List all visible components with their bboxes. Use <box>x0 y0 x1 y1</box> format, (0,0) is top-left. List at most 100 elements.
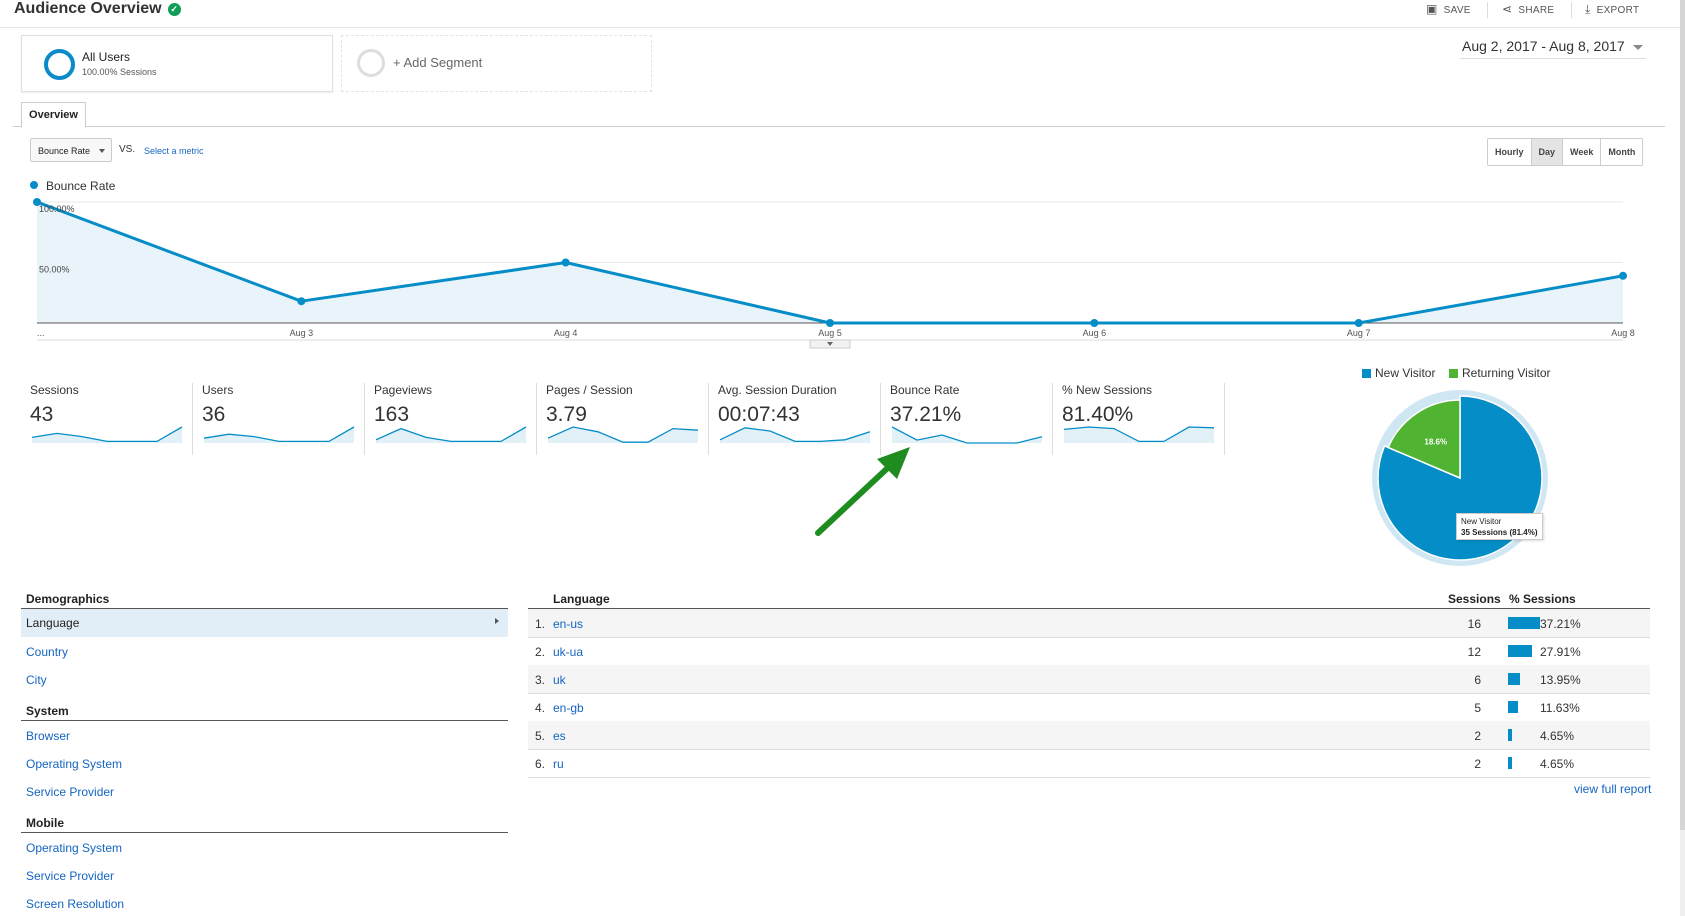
add-segment-label: + Add Segment <box>393 55 483 70</box>
metric-sessions[interactable]: Sessions 43 <box>30 383 200 455</box>
nav-item-operating-system[interactable]: Operating System <box>26 757 123 771</box>
tab-bar-line <box>13 126 1665 127</box>
select-metric-link[interactable]: Select a metric <box>144 146 204 156</box>
y-tick-label: 100.00% <box>39 204 75 214</box>
share-label: SHARE <box>1518 5 1555 16</box>
x-tick-label: Aug 5 <box>818 328 842 338</box>
save-label: SAVE <box>1443 5 1471 16</box>
pie-slice-label: 18.6% <box>1424 437 1447 446</box>
nav-item-service-provider[interactable]: Service Provider <box>26 785 115 799</box>
sparkline-line <box>32 426 183 443</box>
row-number: 5. <box>535 729 546 743</box>
metric-value: 81.40% <box>1062 403 1134 426</box>
save-button[interactable]: ▣ SAVE <box>1426 2 1471 16</box>
row-language-link[interactable]: en-us <box>553 617 584 631</box>
share-button[interactable]: ⋖ SHARE <box>1502 2 1554 16</box>
row-pct-bar <box>1508 645 1532 657</box>
metric-value: 37.21% <box>890 403 962 426</box>
segment-name: All Users <box>82 50 131 64</box>
toolbar-divider <box>1487 2 1488 18</box>
row-language-link[interactable]: uk <box>553 673 566 687</box>
table-row: 2. uk-ua 12 27.91% <box>528 637 1650 665</box>
date-range-picker[interactable]: Aug 2, 2017 - Aug 8, 2017 <box>1462 38 1643 54</box>
row-pct-bar <box>1508 673 1520 685</box>
nav-item-city[interactable]: City <box>26 673 47 687</box>
metric-sparkline <box>204 426 355 443</box>
data-point[interactable] <box>33 198 41 206</box>
metric-pages-session[interactable]: Pages / Session 3.79 <box>546 383 716 455</box>
chart-legend: Bounce Rate <box>30 179 115 193</box>
legend-swatch-icon <box>1362 369 1371 378</box>
metric-divider <box>364 383 365 455</box>
sparkline-area <box>720 427 870 443</box>
metric-sparkline <box>32 426 183 443</box>
sparkline-line <box>1064 426 1215 443</box>
segment-all-users[interactable]: All Users 100.00% Sessions <box>21 35 333 92</box>
section-divider <box>21 608 508 609</box>
x-tick-label: Aug 4 <box>554 328 578 338</box>
view-full-report-link[interactable]: view full report <box>1574 782 1652 796</box>
metric-label: Pageviews <box>374 383 433 397</box>
metric-sparkline <box>548 426 699 443</box>
data-point[interactable] <box>297 297 306 306</box>
row-sessions: 2 <box>1474 757 1481 771</box>
metric-bounce-rate[interactable]: Bounce Rate 37.21% <box>890 383 1060 455</box>
row-sessions: 5 <box>1474 701 1481 715</box>
granularity-hourly[interactable]: Hourly <box>1488 139 1532 165</box>
data-point[interactable] <box>1090 319 1099 327</box>
x-tick-label: ... <box>37 328 45 338</box>
table-row: 4. en-gb 5 11.63% <box>528 693 1650 721</box>
row-language-link[interactable]: ru <box>553 757 564 771</box>
pie-slice-returning-visitor[interactable] <box>1387 399 1461 480</box>
nav-item-mobile-service-provider[interactable]: Service Provider <box>26 869 115 883</box>
row-language-link[interactable]: uk-ua <box>553 645 584 659</box>
metric-avg-session-duration[interactable]: Avg. Session Duration 00:07:43 <box>718 383 888 455</box>
nav-item-country[interactable]: Country <box>26 645 69 659</box>
date-range-text: Aug 2, 2017 - Aug 8, 2017 <box>1462 38 1625 54</box>
metric-pageviews[interactable]: Pageviews 163 <box>374 383 544 455</box>
nav-item-mobile-operating-system[interactable]: Operating System <box>26 841 123 855</box>
row-pct-sessions: 4.65% <box>1540 729 1575 743</box>
metric-divider <box>708 383 709 455</box>
granularity-day[interactable]: Day <box>1531 139 1564 165</box>
data-point[interactable] <box>1354 319 1363 327</box>
export-button[interactable]: ⤓ EXPORT <box>1585 2 1639 17</box>
metric-divider <box>192 383 193 455</box>
row-language-link[interactable]: en-gb <box>553 701 584 715</box>
row-language-link[interactable]: es <box>553 729 566 743</box>
metric-label: Avg. Session Duration <box>718 383 837 397</box>
row-pct-bar <box>1508 701 1518 713</box>
row-divider <box>528 693 1650 694</box>
metric-new-sessions[interactable]: % New Sessions 81.40% <box>1062 383 1232 455</box>
row-divider <box>528 749 1650 750</box>
nav-item-screen-resolution[interactable]: Screen Resolution <box>26 897 125 911</box>
metric-users[interactable]: Users 36 <box>202 383 372 455</box>
nav-section-system: System <box>26 704 69 718</box>
bounce-rate-line-chart: 100.00% 50.00%... Aug 3 Aug 4 Aug 5 Aug 6 Aug … <box>33 198 1635 349</box>
metric-divider <box>1052 383 1053 455</box>
add-segment-button[interactable]: + Add Segment <box>341 35 652 92</box>
metric-sparkline <box>1064 426 1215 443</box>
data-point[interactable] <box>1619 271 1627 280</box>
sparkline-area <box>204 427 354 443</box>
metric-dropdown[interactable]: Bounce Rate <box>30 138 112 162</box>
sparkline-area <box>376 427 526 443</box>
series-area <box>37 202 1623 323</box>
pie-tooltip: New Visitor 35 Sessions (81.4%) <box>1456 513 1543 540</box>
data-point[interactable] <box>561 258 570 267</box>
data-point[interactable] <box>826 319 834 327</box>
scrollbar-thumb[interactable] <box>1680 0 1685 830</box>
tab-overview[interactable]: Overview <box>21 102 86 128</box>
nav-item-language[interactable]: Language <box>21 609 508 637</box>
page-title: Audience Overview ✓ <box>14 0 181 18</box>
granularity-week[interactable]: Week <box>1563 139 1602 165</box>
chevron-down-icon <box>1632 44 1643 50</box>
granularity-month[interactable]: Month <box>1601 139 1643 165</box>
row-number: 2. <box>535 645 546 659</box>
row-pct-sessions: 13.95% <box>1540 673 1581 687</box>
pie-legend-new: New Visitor <box>1362 366 1435 380</box>
nav-item-browser[interactable]: Browser <box>26 729 71 743</box>
row-pct-bar <box>1508 757 1512 769</box>
annotation-arrow <box>815 447 910 536</box>
metric-value: 3.79 <box>546 403 587 426</box>
